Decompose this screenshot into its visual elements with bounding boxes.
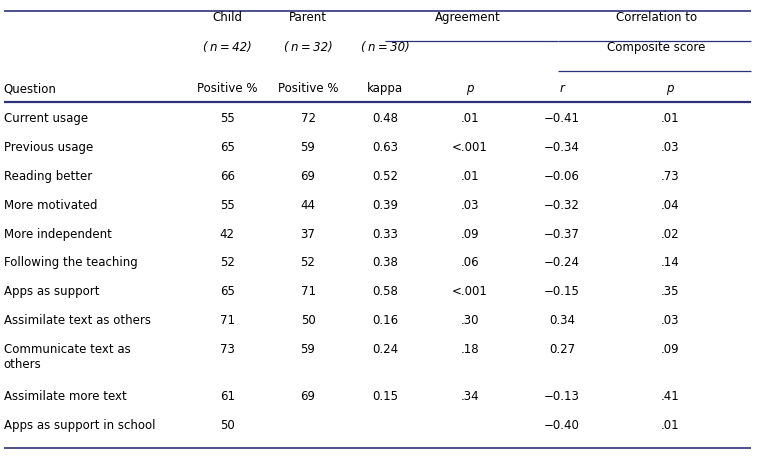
Text: −0.06: −0.06 bbox=[544, 170, 580, 183]
Text: .01: .01 bbox=[661, 112, 679, 125]
Text: 59: 59 bbox=[300, 141, 316, 154]
Text: 0.15: 0.15 bbox=[372, 390, 398, 403]
Text: 0.33: 0.33 bbox=[372, 228, 398, 240]
Text: .41: .41 bbox=[661, 390, 679, 403]
Text: Parent: Parent bbox=[289, 11, 327, 24]
Text: .18: .18 bbox=[460, 343, 479, 356]
Text: 52: 52 bbox=[219, 256, 235, 269]
Text: .35: .35 bbox=[661, 285, 679, 298]
Text: 0.16: 0.16 bbox=[372, 314, 398, 327]
Text: Positive %: Positive % bbox=[278, 82, 338, 95]
Text: 71: 71 bbox=[300, 285, 316, 298]
Text: .03: .03 bbox=[661, 141, 679, 154]
Text: Reading better: Reading better bbox=[4, 170, 92, 183]
Text: 0.38: 0.38 bbox=[372, 256, 398, 269]
Text: .03: .03 bbox=[460, 199, 479, 212]
Text: Assimilate text as others: Assimilate text as others bbox=[4, 314, 151, 327]
Text: Agreement: Agreement bbox=[435, 11, 500, 24]
Text: −0.41: −0.41 bbox=[544, 112, 580, 125]
Text: Question: Question bbox=[4, 82, 57, 95]
Text: −0.15: −0.15 bbox=[544, 285, 580, 298]
Text: 72: 72 bbox=[300, 112, 316, 125]
Text: .09: .09 bbox=[460, 228, 479, 240]
Text: .09: .09 bbox=[661, 343, 679, 356]
Text: 59: 59 bbox=[300, 343, 316, 356]
Text: 52: 52 bbox=[300, 256, 316, 269]
Text: 0.27: 0.27 bbox=[549, 343, 575, 356]
Text: 0.63: 0.63 bbox=[372, 141, 398, 154]
Text: Apps as support: Apps as support bbox=[4, 285, 99, 298]
Text: 42: 42 bbox=[219, 228, 235, 240]
Text: 69: 69 bbox=[300, 390, 316, 403]
Text: Apps as support in school: Apps as support in school bbox=[4, 419, 156, 432]
Text: 66: 66 bbox=[219, 170, 235, 183]
Text: <.001: <.001 bbox=[452, 285, 487, 298]
Text: 65: 65 bbox=[219, 141, 235, 154]
Text: ( n = 42): ( n = 42) bbox=[203, 41, 252, 54]
Text: Composite score: Composite score bbox=[608, 41, 705, 54]
Text: .04: .04 bbox=[661, 199, 679, 212]
Text: −0.24: −0.24 bbox=[544, 256, 580, 269]
Text: Following the teaching: Following the teaching bbox=[4, 256, 138, 269]
Text: −0.13: −0.13 bbox=[544, 390, 580, 403]
Text: Child: Child bbox=[213, 11, 242, 24]
Text: More independent: More independent bbox=[4, 228, 112, 240]
Text: −0.40: −0.40 bbox=[544, 419, 580, 432]
Text: 73: 73 bbox=[219, 343, 235, 356]
Text: −0.32: −0.32 bbox=[544, 199, 580, 212]
Text: Assimilate more text: Assimilate more text bbox=[4, 390, 126, 403]
Text: −0.34: −0.34 bbox=[544, 141, 580, 154]
Text: 55: 55 bbox=[219, 199, 235, 212]
Text: .30: .30 bbox=[460, 314, 479, 327]
Text: r: r bbox=[560, 82, 564, 95]
Text: .14: .14 bbox=[661, 256, 679, 269]
Text: 71: 71 bbox=[219, 314, 235, 327]
Text: Positive %: Positive % bbox=[197, 82, 257, 95]
Text: 61: 61 bbox=[219, 390, 235, 403]
Text: p: p bbox=[466, 82, 474, 95]
Text: .01: .01 bbox=[460, 112, 479, 125]
Text: .01: .01 bbox=[460, 170, 479, 183]
Text: kappa: kappa bbox=[367, 82, 403, 95]
Text: Communicate text as
others: Communicate text as others bbox=[4, 343, 131, 371]
Text: .73: .73 bbox=[661, 170, 679, 183]
Text: 65: 65 bbox=[219, 285, 235, 298]
Text: .01: .01 bbox=[661, 419, 679, 432]
Text: −0.37: −0.37 bbox=[544, 228, 580, 240]
Text: <.001: <.001 bbox=[452, 141, 487, 154]
Text: ( n = 32): ( n = 32) bbox=[283, 41, 333, 54]
Text: 55: 55 bbox=[219, 112, 235, 125]
Text: 44: 44 bbox=[300, 199, 316, 212]
Text: 37: 37 bbox=[300, 228, 316, 240]
Text: .34: .34 bbox=[460, 390, 479, 403]
Text: 0.48: 0.48 bbox=[372, 112, 398, 125]
Text: Previous usage: Previous usage bbox=[4, 141, 93, 154]
Text: 0.24: 0.24 bbox=[372, 343, 398, 356]
Text: More motivated: More motivated bbox=[4, 199, 97, 212]
Text: 50: 50 bbox=[300, 314, 316, 327]
Text: .03: .03 bbox=[661, 314, 679, 327]
Text: 0.34: 0.34 bbox=[549, 314, 575, 327]
Text: 0.58: 0.58 bbox=[372, 285, 398, 298]
Text: p: p bbox=[666, 82, 674, 95]
Text: 50: 50 bbox=[219, 419, 235, 432]
Text: .02: .02 bbox=[661, 228, 679, 240]
Text: 0.52: 0.52 bbox=[372, 170, 398, 183]
Text: 69: 69 bbox=[300, 170, 316, 183]
Text: .06: .06 bbox=[460, 256, 479, 269]
Text: Correlation to: Correlation to bbox=[616, 11, 697, 24]
Text: Current usage: Current usage bbox=[4, 112, 88, 125]
Text: ( n = 30): ( n = 30) bbox=[360, 41, 410, 54]
Text: 0.39: 0.39 bbox=[372, 199, 398, 212]
